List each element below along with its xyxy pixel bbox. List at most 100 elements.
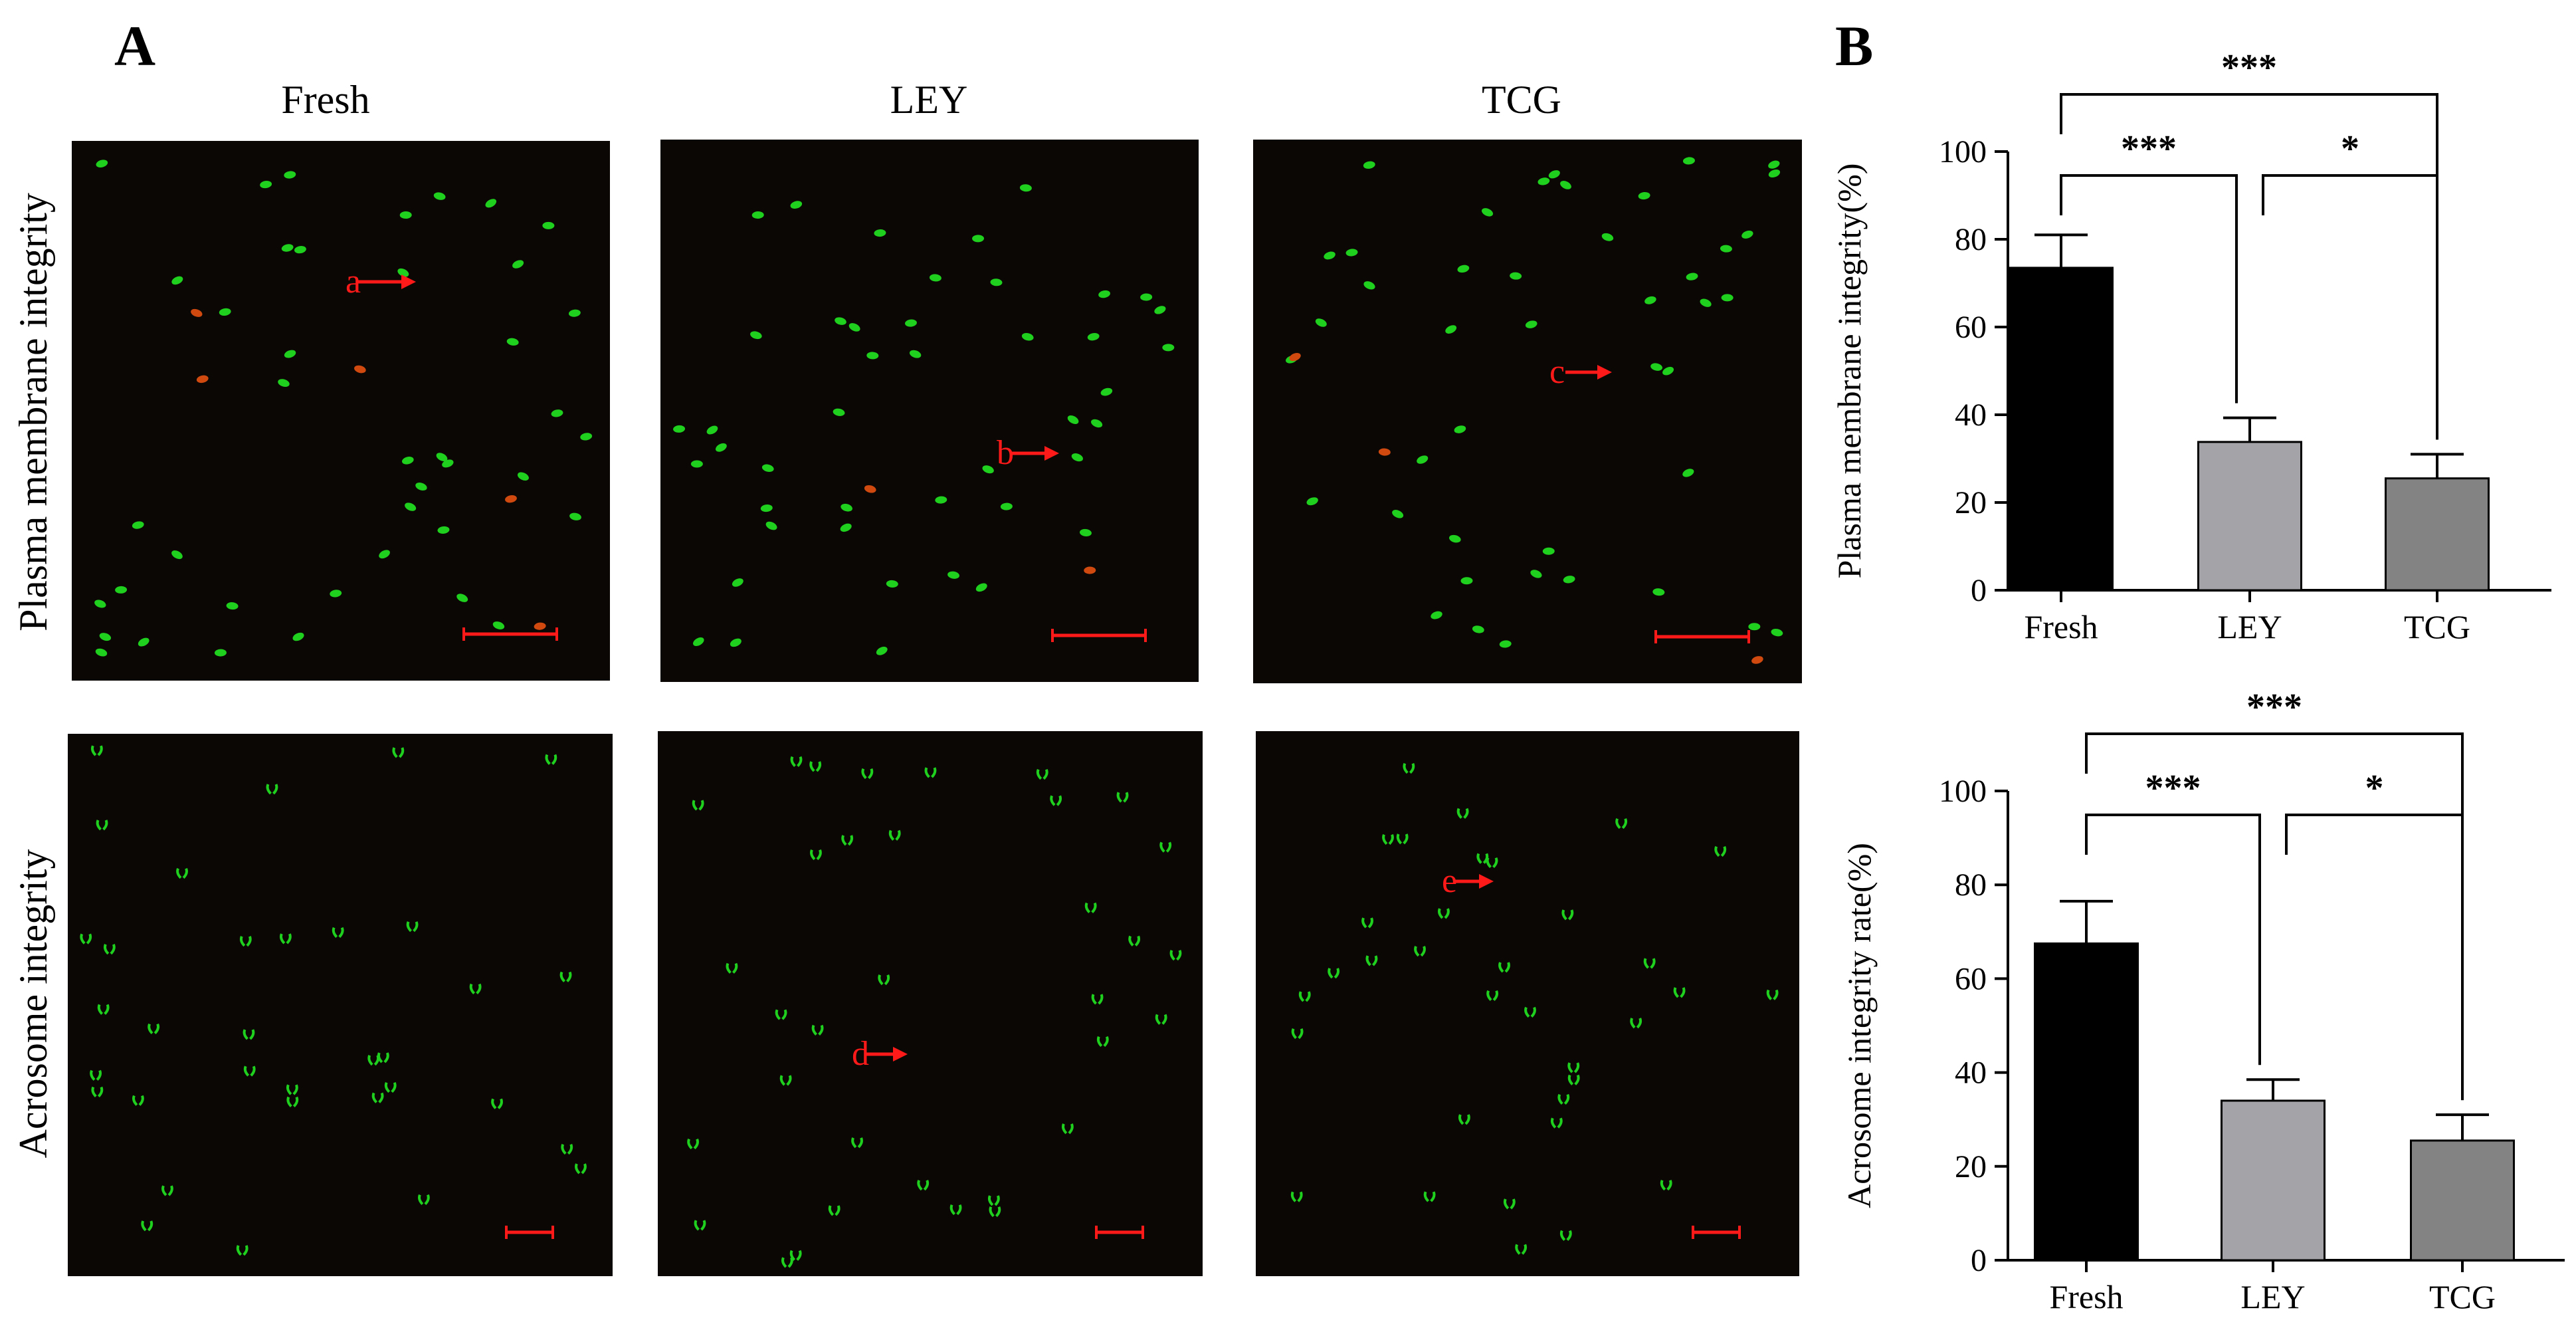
sperm-cell xyxy=(673,425,686,433)
sperm-cell xyxy=(1392,510,1404,518)
acrosome-cell xyxy=(90,1069,102,1081)
acrosome-cell xyxy=(924,767,937,778)
sperm-cell xyxy=(1079,528,1092,536)
bar-tcg xyxy=(2385,477,2490,592)
x-tick-label: Fresh xyxy=(2049,1278,2123,1315)
y-tick-label: 60 xyxy=(1955,961,1987,996)
acrosome-cell xyxy=(91,1086,104,1097)
acrosome-cell xyxy=(1159,841,1172,853)
sperm-cell xyxy=(138,637,149,647)
sperm-cell xyxy=(278,379,290,388)
acrosome-cell xyxy=(888,830,901,841)
sperm-cell xyxy=(874,229,886,237)
sperm-cell xyxy=(171,550,183,560)
sperm-cell xyxy=(505,495,517,503)
sperm-cell xyxy=(442,459,454,468)
y-tick-label: 40 xyxy=(1955,1055,1987,1091)
x-tick-label: LEY xyxy=(2240,1278,2305,1315)
y-tick-label: 0 xyxy=(1971,1243,1987,1278)
sperm-cell xyxy=(196,375,209,384)
acrosome-cell xyxy=(332,927,344,939)
y-axis-label: Plasma membrane integrity(%) xyxy=(1831,164,1868,579)
y-tick-label: 20 xyxy=(1955,485,1987,520)
acrosome-cell xyxy=(1458,1114,1470,1125)
bar-chart-0: 0 20 40 60 80 100 Plasma membrane integrity(%)… xyxy=(1831,47,2551,645)
acrosome-cell xyxy=(1050,795,1062,806)
sperm-cell xyxy=(886,580,898,588)
x-tick-label: LEY xyxy=(2217,608,2282,645)
sperm-cell xyxy=(1445,325,1457,334)
sperm-cell xyxy=(1482,208,1494,217)
sperm-cell xyxy=(354,365,366,374)
row-header-plasma: Plasma membrane integrity xyxy=(11,193,55,631)
sperm-cell xyxy=(492,621,505,629)
bar-tcg xyxy=(2410,1139,2515,1262)
acrosome-cell xyxy=(236,1245,248,1256)
acrosome-cell xyxy=(775,1009,787,1020)
sperm-cell xyxy=(866,352,879,360)
sperm-cell xyxy=(760,504,773,512)
sperm-cell xyxy=(569,512,581,520)
acrosome-cell xyxy=(1476,853,1489,864)
sperm-cell xyxy=(935,496,947,504)
acrosome-cell xyxy=(1062,1123,1074,1135)
acrosome-cell xyxy=(286,1096,299,1107)
acrosome-cell xyxy=(1169,950,1182,961)
annotation-arrowhead xyxy=(1597,365,1612,380)
sperm-cell xyxy=(517,472,529,481)
acrosome-cell xyxy=(1550,1117,1563,1129)
sperm-cell xyxy=(437,526,450,534)
sperm-cell xyxy=(1000,502,1013,510)
sperm-cell xyxy=(1087,332,1100,341)
acrosome-cell xyxy=(561,1143,573,1155)
sperm-cell xyxy=(281,244,294,252)
bar-fresh xyxy=(2034,942,2139,1262)
annotation-label: d xyxy=(852,1035,869,1073)
sperm-cell xyxy=(1771,628,1783,637)
sperm-cell xyxy=(1448,534,1461,543)
acrosome-cell xyxy=(392,747,405,758)
acrosome-cell xyxy=(1128,935,1141,946)
acrosome-cell xyxy=(841,835,854,846)
acrosome-cell xyxy=(687,1138,699,1150)
sperm-cell xyxy=(1154,306,1166,314)
acrosome-cell xyxy=(148,1023,160,1035)
acrosome-cell xyxy=(367,1055,380,1066)
acrosome-cell xyxy=(418,1194,430,1206)
y-tick-label: 60 xyxy=(1955,310,1987,345)
acrosome-cell xyxy=(1630,1018,1642,1029)
sperm-cell xyxy=(401,457,414,465)
sperm-cell xyxy=(929,274,941,282)
acrosome-cell xyxy=(790,756,803,767)
sperm-cell xyxy=(506,338,519,346)
acrosome-cell xyxy=(809,761,822,772)
sperm-cell xyxy=(730,638,742,647)
significance-label: * xyxy=(2365,768,2384,809)
sperm-cell xyxy=(456,594,468,602)
sperm-cell xyxy=(947,571,959,579)
bar-ley xyxy=(2221,1099,2326,1262)
acrosome-cell xyxy=(949,1204,962,1216)
micrograph-background xyxy=(1253,140,1802,683)
acrosome-cell xyxy=(1486,990,1498,1002)
sperm-cell xyxy=(415,483,427,491)
sperm-cell xyxy=(1454,425,1466,433)
sperm-cell xyxy=(706,425,718,435)
sperm-cell xyxy=(219,308,231,316)
acrosome-cell xyxy=(545,754,557,765)
sperm-cell xyxy=(226,602,239,610)
sperm-cell xyxy=(512,260,524,269)
acrosome-cell xyxy=(1503,1198,1516,1210)
acrosome-cell xyxy=(828,1205,841,1216)
sperm-cell xyxy=(1530,570,1542,578)
sperm-cell xyxy=(542,221,555,229)
panel-label-a: A xyxy=(114,14,155,78)
sperm-cell xyxy=(1460,577,1473,585)
sperm-cell xyxy=(765,521,777,530)
acrosome-cell xyxy=(811,1024,824,1036)
sperm-cell xyxy=(1345,249,1358,257)
sperm-cell xyxy=(751,211,764,219)
sperm-cell xyxy=(1525,320,1537,328)
sperm-cell xyxy=(260,180,272,189)
